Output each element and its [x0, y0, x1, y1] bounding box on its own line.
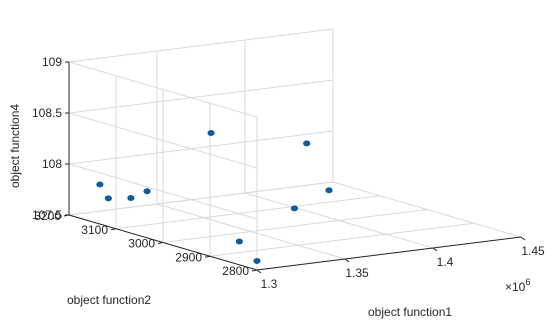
x-exponent-base: ×10: [505, 280, 526, 294]
grid: [68, 28, 522, 271]
x-tick-label: 1.3: [261, 277, 278, 291]
x-tick-label: 1.35: [345, 266, 369, 280]
y-tick-mark: [204, 255, 211, 258]
floor-grid-line: [209, 222, 475, 257]
x-axis-label: object function1: [368, 305, 452, 319]
z-tick-label: 108.5: [32, 106, 62, 120]
data-point: [253, 257, 261, 264]
x-exponent-label: ×106: [505, 277, 530, 294]
data-point: [96, 181, 104, 188]
left-wall-grid-line: [68, 112, 258, 169]
floor-grid-line: [115, 195, 381, 230]
y-tick-label: 3200: [34, 209, 61, 223]
y-tick-label: 3100: [81, 223, 108, 237]
y-tick-label: 2900: [175, 250, 202, 264]
data-point: [325, 187, 333, 194]
y-tick-label: 3000: [128, 237, 155, 251]
y-tick-mark: [251, 269, 258, 272]
x-tick-mark: [432, 247, 438, 252]
x-tick-label: 1.4: [437, 255, 454, 269]
z-tick-label: 107.5: [32, 208, 62, 222]
x-tick-mark: [520, 236, 526, 241]
back-wall-grid-line: [68, 130, 334, 165]
y-tick-mark: [157, 242, 164, 244]
data-point: [104, 195, 112, 202]
floor-grid-line: [162, 209, 428, 243]
left-wall-grid-line: [68, 163, 258, 220]
data-point: [143, 188, 151, 195]
x-tick-mark: [344, 258, 350, 263]
left-wall-grid-line: [68, 61, 258, 118]
data-point: [235, 238, 243, 245]
back-wall-grid-line: [68, 181, 334, 216]
z-tick-label: 108: [42, 157, 62, 171]
y-axis-label: object function2: [67, 293, 151, 307]
data-point: [207, 129, 215, 136]
y-tick-label: 2800: [222, 264, 249, 278]
back-wall-grid-line: [68, 28, 334, 63]
back-wall-grid-line: [68, 79, 334, 114]
data-point: [127, 195, 135, 202]
z-axis-label: object function4: [8, 104, 22, 188]
data-point: [290, 205, 299, 212]
axes: [63, 61, 526, 274]
x-axis-line: [256, 236, 522, 271]
data-points: [96, 129, 333, 264]
x-exponent-power: 6: [525, 277, 530, 287]
z-tick-label: 109: [42, 55, 62, 69]
data-point: [303, 140, 311, 147]
x-tick-mark: [256, 269, 262, 274]
y-tick-mark: [110, 228, 117, 231]
x-tick-label: 1.45: [521, 244, 545, 258]
